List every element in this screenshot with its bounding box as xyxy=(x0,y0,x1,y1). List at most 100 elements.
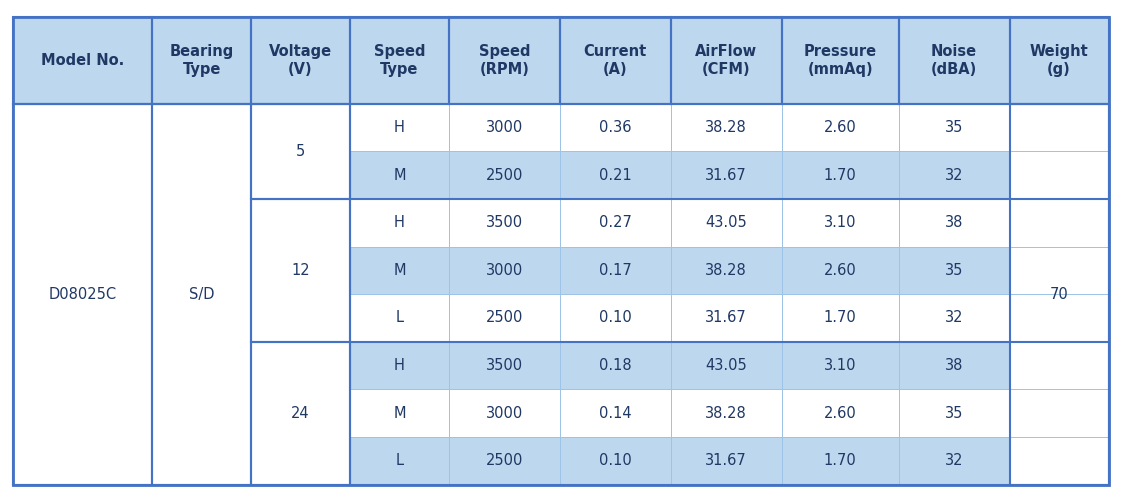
Bar xyxy=(449,437,560,485)
Text: 0.17: 0.17 xyxy=(599,263,632,278)
Text: H: H xyxy=(394,120,405,135)
Text: 0.14: 0.14 xyxy=(599,406,632,420)
Bar xyxy=(251,104,350,199)
Text: 3000: 3000 xyxy=(486,406,523,420)
Bar xyxy=(671,437,782,485)
Bar xyxy=(899,437,1010,485)
Bar xyxy=(782,247,899,294)
Bar xyxy=(350,247,449,294)
Text: 0.10: 0.10 xyxy=(599,453,632,468)
Bar xyxy=(899,294,1010,342)
Bar xyxy=(782,389,899,437)
Bar xyxy=(350,437,449,485)
Bar xyxy=(449,199,560,247)
Bar xyxy=(350,17,449,104)
Bar xyxy=(560,199,671,247)
Bar xyxy=(13,104,153,485)
Bar xyxy=(251,199,350,342)
Text: Current
(A): Current (A) xyxy=(583,44,647,77)
Bar xyxy=(251,199,350,342)
Bar xyxy=(449,294,560,342)
Text: 5: 5 xyxy=(296,144,305,159)
Bar xyxy=(782,247,899,294)
Bar xyxy=(449,247,560,294)
Text: Model No.: Model No. xyxy=(42,53,125,68)
Text: Bearing
Type: Bearing Type xyxy=(169,44,233,77)
Bar xyxy=(449,342,560,389)
Bar xyxy=(899,199,1010,247)
Text: 38.28: 38.28 xyxy=(706,120,747,135)
Bar xyxy=(671,294,782,342)
Bar xyxy=(782,342,899,389)
Bar xyxy=(449,152,560,199)
Bar xyxy=(560,342,671,389)
Bar xyxy=(449,104,560,152)
Text: 0.27: 0.27 xyxy=(599,215,632,230)
Bar xyxy=(449,389,560,437)
Text: 38.28: 38.28 xyxy=(706,406,747,420)
Text: 38: 38 xyxy=(945,358,964,373)
Bar xyxy=(899,247,1010,294)
Text: 2.60: 2.60 xyxy=(824,406,856,420)
Bar xyxy=(449,17,560,104)
Bar xyxy=(560,247,671,294)
Bar xyxy=(1010,17,1109,104)
Bar xyxy=(671,437,782,485)
Bar xyxy=(671,104,782,152)
Text: 2500: 2500 xyxy=(486,453,523,468)
Text: 43.05: 43.05 xyxy=(706,215,747,230)
Bar xyxy=(782,152,899,199)
Bar xyxy=(671,389,782,437)
Text: 2.60: 2.60 xyxy=(824,263,856,278)
Bar xyxy=(782,104,899,152)
Bar xyxy=(560,437,671,485)
Text: 3500: 3500 xyxy=(486,215,523,230)
Text: 35: 35 xyxy=(945,263,964,278)
Text: 2500: 2500 xyxy=(486,167,523,183)
Text: 31.67: 31.67 xyxy=(706,167,747,183)
Bar xyxy=(899,199,1010,247)
Bar xyxy=(251,17,350,104)
Bar xyxy=(350,199,449,247)
Bar xyxy=(13,17,153,104)
Text: Noise
(dBA): Noise (dBA) xyxy=(931,44,977,77)
Text: 31.67: 31.67 xyxy=(706,453,747,468)
Bar xyxy=(560,104,671,152)
Text: 43.05: 43.05 xyxy=(706,358,747,373)
Text: 3000: 3000 xyxy=(486,120,523,135)
Bar xyxy=(899,104,1010,152)
Text: S/D: S/D xyxy=(188,287,214,302)
Bar xyxy=(671,247,782,294)
Bar xyxy=(782,437,899,485)
Bar xyxy=(899,437,1010,485)
Bar xyxy=(560,199,671,247)
Bar xyxy=(560,389,671,437)
Text: H: H xyxy=(394,358,405,373)
Bar xyxy=(350,342,449,389)
Bar xyxy=(251,17,350,104)
Bar xyxy=(560,294,671,342)
Bar xyxy=(560,247,671,294)
Bar xyxy=(350,17,449,104)
Bar xyxy=(449,17,560,104)
Bar xyxy=(560,104,671,152)
Bar xyxy=(350,152,449,199)
Bar xyxy=(782,437,899,485)
Bar xyxy=(449,437,560,485)
Bar xyxy=(560,152,671,199)
Text: Speed
Type: Speed Type xyxy=(374,44,425,77)
Bar xyxy=(350,294,449,342)
Bar xyxy=(350,104,449,152)
Text: Weight
(g): Weight (g) xyxy=(1030,44,1088,77)
Bar xyxy=(560,152,671,199)
Text: 3000: 3000 xyxy=(486,263,523,278)
Bar xyxy=(899,294,1010,342)
Bar xyxy=(560,17,671,104)
Text: L: L xyxy=(395,453,404,468)
Text: D08025C: D08025C xyxy=(48,287,117,302)
Text: 31.67: 31.67 xyxy=(706,311,747,326)
Bar xyxy=(899,247,1010,294)
Bar xyxy=(350,294,449,342)
Bar xyxy=(13,17,153,104)
Bar xyxy=(899,389,1010,437)
